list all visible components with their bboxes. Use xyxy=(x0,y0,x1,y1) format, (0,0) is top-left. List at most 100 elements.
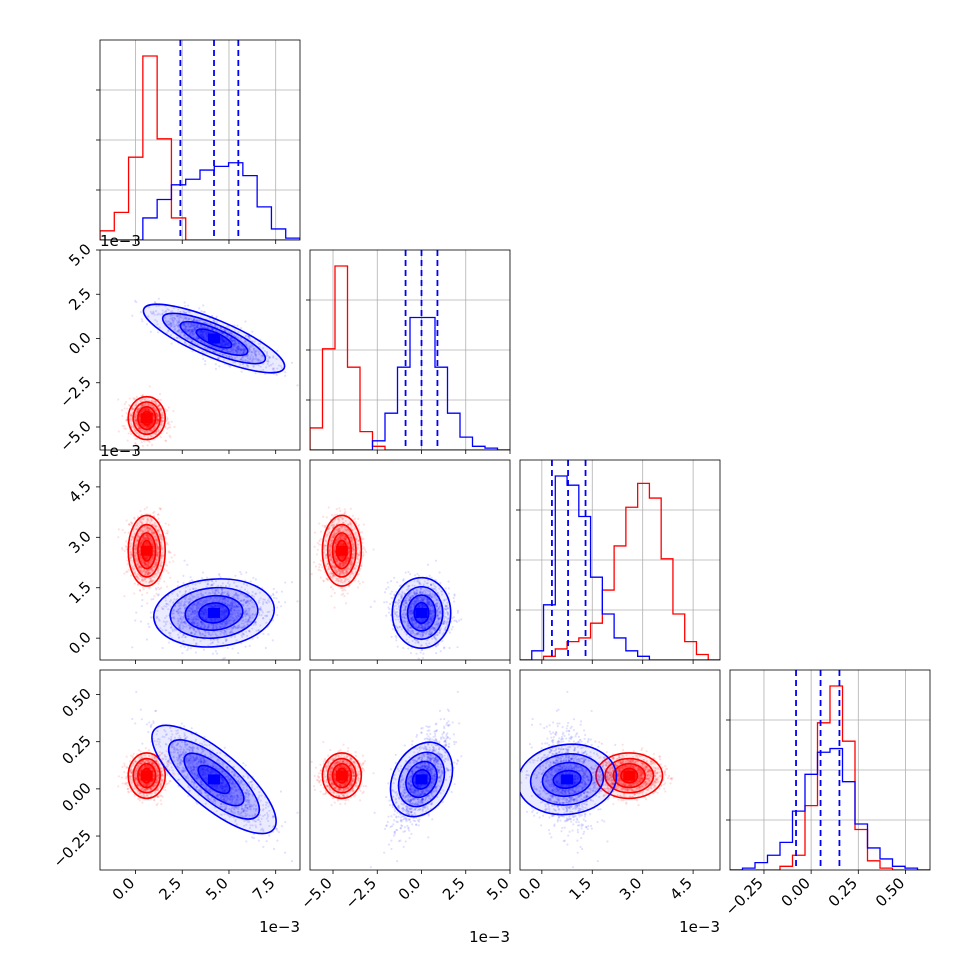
scatter-point xyxy=(138,415,141,418)
scatter-point xyxy=(160,419,163,422)
scatter-point xyxy=(223,343,226,346)
scatter-point xyxy=(212,319,215,322)
scatter-point xyxy=(143,508,146,511)
scatter-point xyxy=(205,337,208,341)
scatter-point xyxy=(133,427,136,430)
scatter-point xyxy=(156,417,159,420)
scatter-point xyxy=(143,408,146,412)
scatter-point xyxy=(148,385,151,388)
scatter-point xyxy=(296,600,299,603)
scatter-point xyxy=(156,419,159,422)
scatter-point xyxy=(232,343,235,346)
scatter-point xyxy=(148,425,151,428)
scatter-point xyxy=(230,348,233,351)
scatter-point xyxy=(243,350,247,353)
scatter-point xyxy=(232,347,235,350)
scatter-point xyxy=(224,349,227,352)
scatter-point xyxy=(152,406,155,409)
scatter-point xyxy=(134,437,137,441)
scatter-point xyxy=(143,407,146,411)
scatter-point xyxy=(257,342,260,345)
scatter-point xyxy=(169,551,172,554)
scatter-point xyxy=(240,352,243,355)
scatter-point xyxy=(231,341,234,344)
scatter-point xyxy=(137,426,140,429)
scatter-point xyxy=(193,324,196,327)
scatter-point xyxy=(190,578,194,582)
scatter-point xyxy=(170,324,174,327)
scatter-point xyxy=(263,350,266,353)
scatter-point xyxy=(169,426,172,429)
scatter-point xyxy=(185,328,188,331)
scatter-point xyxy=(153,416,156,419)
scatter-point xyxy=(129,423,132,426)
scatter-point xyxy=(160,420,163,424)
scatter-point xyxy=(150,423,153,426)
scatter-point xyxy=(252,364,255,367)
scatter-point xyxy=(142,435,146,438)
scatter-point xyxy=(172,409,175,413)
scatter-point xyxy=(175,323,178,327)
y-tick-label: 2.5 xyxy=(65,284,95,314)
scatter-point xyxy=(201,331,204,334)
scatter-point xyxy=(128,418,132,421)
scatter-point xyxy=(222,339,226,342)
scatter-point xyxy=(201,335,204,338)
scatter-point xyxy=(276,349,279,352)
scatter-point xyxy=(129,574,133,577)
scatter-point xyxy=(140,423,143,426)
scatter-point xyxy=(228,356,231,359)
scatter-point xyxy=(248,347,251,350)
scatter-point xyxy=(219,344,223,347)
scatter-point xyxy=(135,421,138,424)
scatter-point xyxy=(147,425,150,428)
scatter-point xyxy=(155,412,159,416)
scatter-point xyxy=(146,444,149,447)
scatter-point xyxy=(148,425,151,428)
scatter-point xyxy=(256,357,259,361)
scatter-point xyxy=(140,399,143,403)
scatter-point xyxy=(142,404,145,407)
scatter-point xyxy=(141,393,144,397)
scatter-point xyxy=(146,425,149,428)
scatter-point xyxy=(237,336,240,339)
scatter-point xyxy=(142,430,145,433)
scatter-point xyxy=(230,339,233,342)
scatter-point xyxy=(144,403,147,406)
scatter-point xyxy=(148,425,152,428)
scatter-point xyxy=(150,404,153,407)
scatter-point xyxy=(182,318,185,321)
scatter-point xyxy=(191,324,194,327)
scatter-point xyxy=(203,335,206,339)
scatter-point xyxy=(187,329,190,332)
scatter-point xyxy=(165,432,168,435)
scatter-point xyxy=(219,342,222,345)
scatter-point xyxy=(161,313,164,316)
scatter-point xyxy=(203,330,206,333)
scatter-point xyxy=(192,324,196,327)
scatter-point xyxy=(172,323,175,326)
scatter-point xyxy=(123,427,126,430)
scatter-point xyxy=(276,614,279,617)
scatter-point xyxy=(148,404,152,407)
scatter-point xyxy=(145,431,149,434)
scatter-point xyxy=(184,324,187,327)
scatter-point xyxy=(157,414,160,417)
scatter-point xyxy=(212,319,215,322)
scatter-point xyxy=(139,428,142,431)
scatter-point xyxy=(136,423,139,426)
scatter-point xyxy=(136,437,139,441)
scatter-point xyxy=(161,421,164,424)
scatter-point xyxy=(135,403,138,406)
scatter-point xyxy=(217,357,220,360)
scatter-point xyxy=(266,362,269,366)
scatter-point xyxy=(145,408,148,411)
scatter-point xyxy=(151,404,154,407)
scatter-point xyxy=(141,408,145,412)
scatter-point xyxy=(325,388,327,390)
scatter-point xyxy=(155,418,159,421)
scatter-point xyxy=(200,334,203,337)
scatter-point xyxy=(202,329,205,332)
scatter-point xyxy=(156,413,159,417)
scatter-point xyxy=(156,419,159,422)
